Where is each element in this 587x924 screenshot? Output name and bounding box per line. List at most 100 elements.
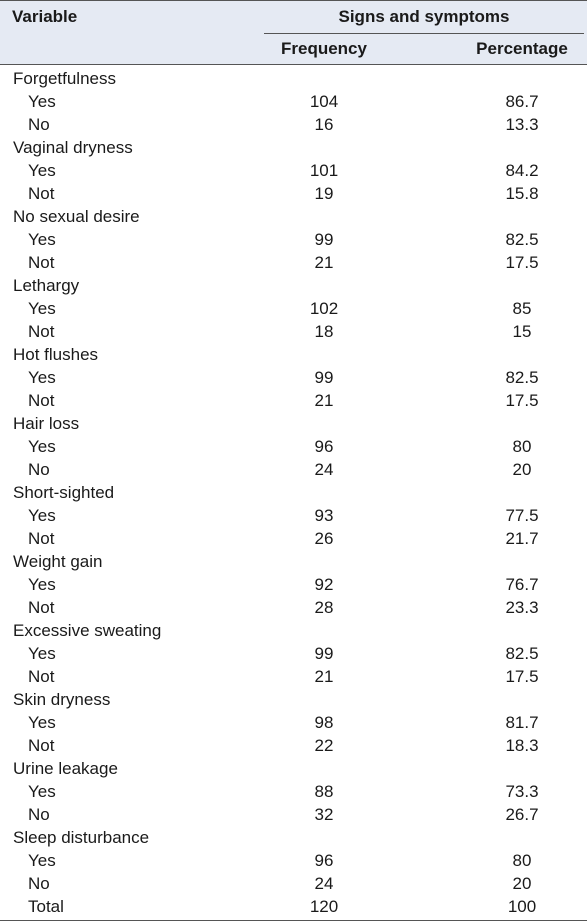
row-label: Yes — [28, 368, 56, 387]
frequency-cell: 88 — [314, 782, 334, 801]
table-row: Yes 88 73.3 — [0, 780, 587, 803]
category-row: Hot flushes — [0, 343, 587, 366]
table-row: Yes 99 82.5 — [0, 642, 587, 665]
table-row: Not 18 15 — [0, 320, 587, 343]
percentage-cell: 20 — [512, 460, 532, 479]
frequency-cell: 99 — [314, 368, 334, 387]
category-label: Sleep disturbance — [13, 828, 150, 847]
category-label: No sexual desire — [13, 207, 140, 226]
table-row: No 24 20 — [0, 872, 587, 895]
percentage-cell: 15 — [512, 322, 532, 341]
row-label: Total — [28, 897, 64, 916]
percentage-cell: 80 — [512, 851, 532, 870]
percentage-cell: 85 — [512, 299, 532, 318]
table-row: Yes 99 82.5 — [0, 228, 587, 251]
frequency-cell: 32 — [314, 805, 334, 824]
row-label: Not — [28, 736, 55, 755]
frequency-cell: 99 — [314, 230, 334, 249]
table-row: Yes 99 82.5 — [0, 366, 587, 389]
frequency-cell: 104 — [309, 92, 339, 111]
category-row: Forgetfulness — [0, 67, 587, 90]
table-row: Not 21 17.5 — [0, 251, 587, 274]
frequency-cell: 24 — [314, 460, 334, 479]
percentage-cell: 82.5 — [505, 644, 539, 663]
category-label: Short-sighted — [13, 483, 115, 502]
frequency-cell: 96 — [314, 437, 334, 456]
header-divider — [264, 33, 584, 34]
table-row: Yes 93 77.5 — [0, 504, 587, 527]
frequency-cell: 21 — [314, 253, 334, 272]
category-label: Vaginal dryness — [13, 138, 133, 157]
category-label: Hot flushes — [13, 345, 99, 364]
percentage-cell: 15.8 — [505, 184, 539, 203]
row-label: Yes — [28, 644, 56, 663]
row-label: No — [28, 874, 50, 893]
table-row: Yes 96 80 — [0, 435, 587, 458]
frequency-cell: 101 — [309, 161, 339, 180]
percentage-cell: 73.3 — [505, 782, 539, 801]
table-row: Not 26 21.7 — [0, 527, 587, 550]
category-label: Weight gain — [13, 552, 103, 571]
frequency-cell: 28 — [314, 598, 334, 617]
table-row: No 16 13.3 — [0, 113, 587, 136]
frequency-cell: 19 — [314, 184, 334, 203]
row-label: Yes — [28, 230, 56, 249]
category-label: Lethargy — [13, 276, 80, 295]
row-label: Yes — [28, 782, 56, 801]
table-row: Not 22 18.3 — [0, 734, 587, 757]
table-row: No 32 26.7 — [0, 803, 587, 826]
row-label: Yes — [28, 437, 56, 456]
row-label: Yes — [28, 851, 56, 870]
row-label: Not — [28, 391, 55, 410]
row-label: Not — [28, 184, 55, 203]
frequency-cell: 24 — [314, 874, 334, 893]
percentage-cell: 82.5 — [505, 230, 539, 249]
row-label: No — [28, 460, 50, 479]
category-row: Short-sighted — [0, 481, 587, 504]
percentage-cell: 17.5 — [505, 253, 539, 272]
percentage-cell: 76.7 — [505, 575, 539, 594]
percentage-cell: 17.5 — [505, 391, 539, 410]
table-row: Not 19 15.8 — [0, 182, 587, 205]
category-row: Hair loss — [0, 412, 587, 435]
table-row: Not 28 23.3 — [0, 596, 587, 619]
frequency-cell: 26 — [314, 529, 334, 548]
category-label: Urine leakage — [13, 759, 118, 778]
frequency-cell: 18 — [314, 322, 334, 341]
percentage-cell: 82.5 — [505, 368, 539, 387]
table-row: Not 21 17.5 — [0, 389, 587, 412]
variable-column-header: Variable — [12, 7, 78, 26]
percentage-cell: 21.7 — [505, 529, 539, 548]
row-label: Yes — [28, 506, 56, 525]
row-label: Not — [28, 322, 55, 341]
table-row: Yes 92 76.7 — [0, 573, 587, 596]
table-row: Yes 101 84.2 — [0, 159, 587, 182]
table-row: Total 120 100 — [0, 895, 587, 918]
frequency-cell: 98 — [314, 713, 334, 732]
percentage-cell: 20 — [512, 874, 532, 893]
table-row: Yes 104 86.7 — [0, 90, 587, 113]
frequency-cell: 21 — [314, 667, 334, 686]
category-row: Excessive sweating — [0, 619, 587, 642]
percentage-cell: 84.2 — [505, 161, 539, 180]
row-label: Yes — [28, 713, 56, 732]
category-label: Excessive sweating — [13, 621, 162, 640]
category-row: Sleep disturbance — [0, 826, 587, 849]
frequency-cell: 93 — [314, 506, 334, 525]
percentage-cell: 100 — [507, 897, 537, 916]
category-row: Urine leakage — [0, 757, 587, 780]
frequency-cell: 99 — [314, 644, 334, 663]
signs-and-symptoms-header: Signs and symptoms — [338, 7, 510, 26]
row-label: Not — [28, 598, 55, 617]
table-row: Not 21 17.5 — [0, 665, 587, 688]
row-label: Not — [28, 253, 55, 272]
table-row: No 24 20 — [0, 458, 587, 481]
percentage-cell: 23.3 — [505, 598, 539, 617]
frequency-cell: 120 — [309, 897, 339, 916]
table-row: Yes 96 80 — [0, 849, 587, 872]
frequency-cell: 22 — [314, 736, 334, 755]
frequency-cell: 21 — [314, 391, 334, 410]
row-label: Not — [28, 529, 55, 548]
row-label: No — [28, 805, 50, 824]
